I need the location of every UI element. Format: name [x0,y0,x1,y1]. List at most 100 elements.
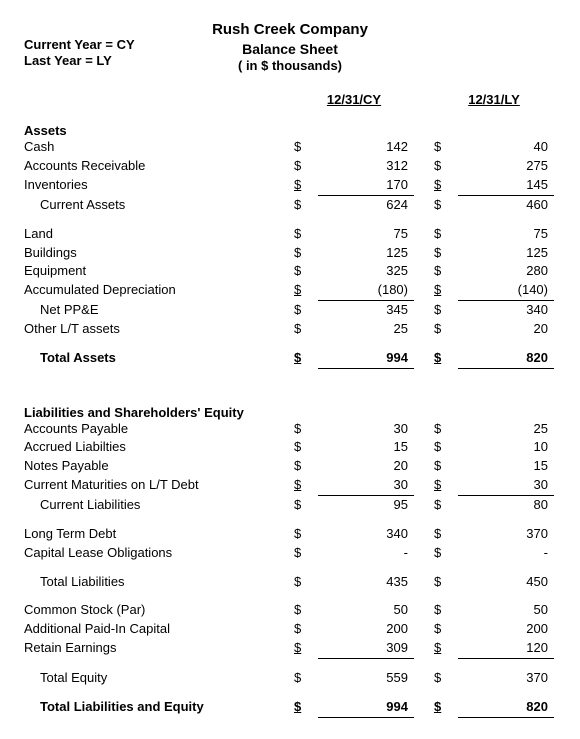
currency-symbol: $ [294,639,318,659]
row-label: Inventories [24,176,294,195]
amount-cell: $ 40 [434,138,554,157]
amount-value: 40 [458,138,554,157]
currency-symbol: $ [434,669,458,688]
amount-value: 309 [318,639,414,659]
row-label: Additional Paid-In Capital [24,620,294,639]
amount-value: 125 [458,244,554,263]
currency-symbol: $ [294,457,318,476]
amount-cell: $ 559 [294,669,414,688]
currency-symbol: $ [294,573,318,592]
amount-cell: $ 200 [434,620,554,639]
amount-cell: $ 309 [294,639,414,659]
amount-cell: $ 30 [294,476,414,496]
table-row: Land $ 75 $ 75 [24,225,556,244]
amount-value: 450 [458,573,554,592]
amount-cell: $ (180) [294,281,414,301]
currency-symbol: $ [294,669,318,688]
col-header-cy: 12/31/CY [294,92,414,107]
amount-value: (140) [458,281,554,301]
amount-value: 312 [318,157,414,176]
currency-symbol: $ [434,301,458,320]
amount-cell: $ 170 [294,176,414,196]
currency-symbol: $ [434,496,458,515]
table-row: Capital Lease Obligations $ - $ - [24,544,556,563]
amount-value: 820 [458,349,554,369]
row-label: Land [24,225,294,244]
table-row: Accounts Payable $ 30 $ 25 [24,420,556,439]
amount-cell: $ 50 [294,601,414,620]
amount-cell: $ 435 [294,573,414,592]
amount-cell: $ 20 [294,457,414,476]
currency-symbol: $ [294,349,318,369]
currency-symbol: $ [294,698,318,718]
amount-value: 95 [318,496,414,515]
currency-symbol: $ [434,262,458,281]
amount-cell: $ 994 [294,698,414,718]
amount-value: 275 [458,157,554,176]
row-label: Capital Lease Obligations [24,544,294,563]
amount-value: 340 [458,301,554,320]
amount-value: 624 [318,196,414,215]
amount-value: 994 [318,349,414,369]
table-row: Accrued Liabilties $ 15 $ 10 [24,438,556,457]
amount-cell: $ 95 [294,496,414,515]
amount-value: 340 [318,525,414,544]
amount-cell: $ 142 [294,138,414,157]
table-row: Retain Earnings $ 309 $ 120 [24,639,556,659]
amount-cell: $ - [434,544,554,563]
currency-symbol: $ [434,639,458,659]
row-label: Other L/T assets [24,320,294,339]
table-row: Net PP&E $ 345 $ 340 [24,301,556,320]
currency-symbol: $ [434,157,458,176]
row-label: Accounts Receivable [24,157,294,176]
amount-cell: $ 20 [434,320,554,339]
currency-symbol: $ [434,698,458,718]
section-assets: Assets [24,123,556,138]
col-header-ly: 12/31/LY [434,92,554,107]
row-label: Current Liabilities [24,496,294,515]
currency-symbol: $ [434,476,458,496]
amount-value: (180) [318,281,414,301]
currency-symbol: $ [294,176,318,196]
section-title: Liabilities and Shareholders' Equity [24,405,556,420]
currency-symbol: $ [294,281,318,301]
amount-cell: $ 125 [294,244,414,263]
currency-symbol: $ [434,457,458,476]
amount-cell: $ 460 [434,196,554,215]
currency-symbol: $ [434,225,458,244]
amount-cell: $ 325 [294,262,414,281]
table-row: Accounts Receivable $ 312 $ 275 [24,157,556,176]
table-row: Inventories $ 170 $ 145 [24,176,556,196]
amount-cell: $ 345 [294,301,414,320]
column-headers: 12/31/CY 12/31/LY [24,92,556,107]
currency-symbol: $ [294,320,318,339]
amount-cell: $ 624 [294,196,414,215]
amount-value: 435 [318,573,414,592]
amount-value: 10 [458,438,554,457]
currency-symbol: $ [294,420,318,439]
row-label: Current Maturities on L/T Debt [24,476,294,495]
currency-symbol: $ [294,225,318,244]
amount-value: 50 [318,601,414,620]
currency-symbol: $ [434,438,458,457]
table-row: Total Assets $ 994 $ 820 [24,349,556,369]
amount-cell: $ 120 [434,639,554,659]
row-label: Buildings [24,244,294,263]
amount-value: 75 [318,225,414,244]
currency-symbol: $ [294,544,318,563]
amount-value: 25 [458,420,554,439]
table-row: Total Liabilities and Equity $ 994 $ 820 [24,698,556,718]
table-row: Current Assets $ 624 $ 460 [24,196,556,215]
amount-cell: $ 994 [294,349,414,369]
table-row: Buildings $ 125 $ 125 [24,244,556,263]
currency-symbol: $ [434,244,458,263]
table-row: Long Term Debt $ 340 $ 370 [24,525,556,544]
amount-value: 280 [458,262,554,281]
currency-symbol: $ [294,601,318,620]
amount-value: 25 [318,320,414,339]
amount-value: 20 [458,320,554,339]
currency-symbol: $ [434,420,458,439]
currency-symbol: $ [434,349,458,369]
amount-cell: $ (140) [434,281,554,301]
amount-value: 80 [458,496,554,515]
